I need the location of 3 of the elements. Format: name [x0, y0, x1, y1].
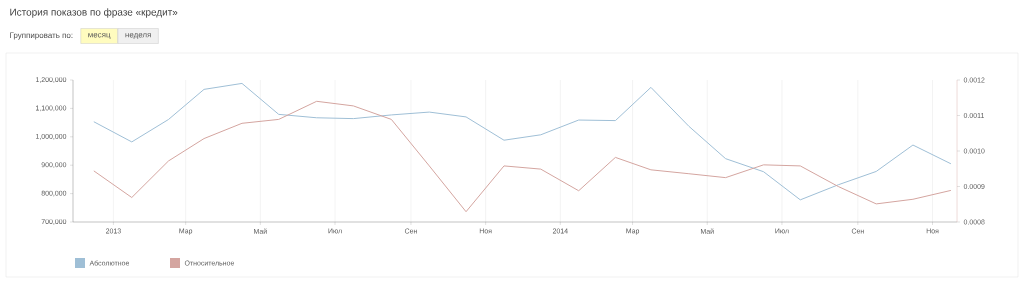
line-series	[93, 100, 952, 213]
line-series	[93, 82, 952, 201]
chart-title: История показов по фразе «кредит»	[10, 8, 178, 18]
